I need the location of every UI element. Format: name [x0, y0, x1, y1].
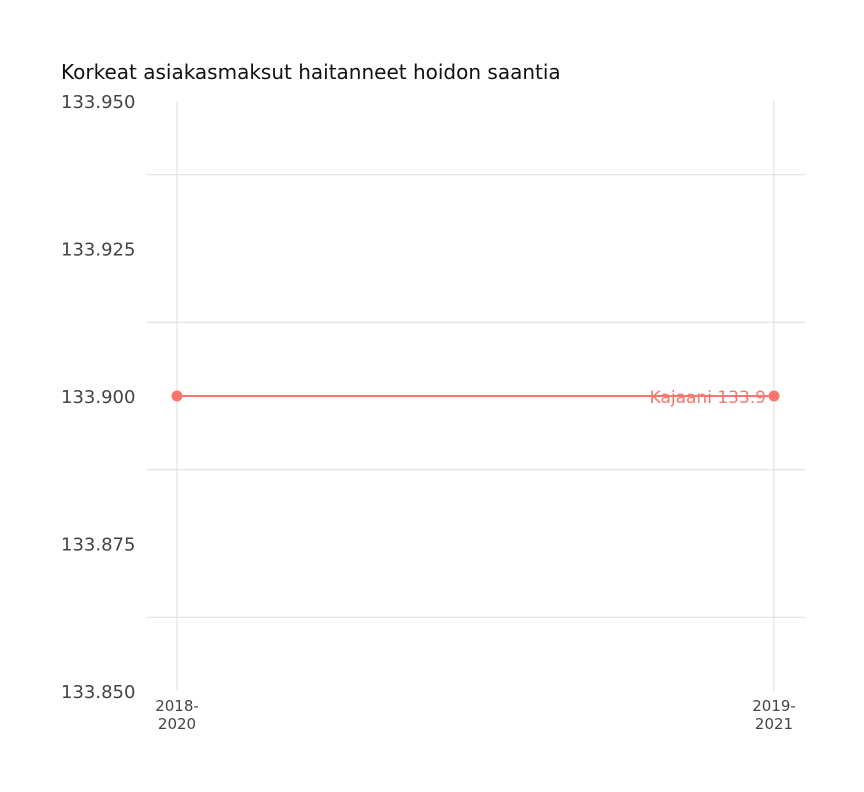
y-tick-label: 133.900 — [61, 387, 135, 408]
series-group: Kajaani 133.9 — [171, 388, 780, 408]
y-tick-label: 133.950 — [61, 92, 135, 113]
data-point — [768, 390, 780, 402]
chart-title: Korkeat asiakasmaksut haitanneet hoidon … — [61, 60, 561, 84]
x-tick-label: 2019-2021 — [752, 697, 796, 733]
x-axis-ticks: 2018-2020 2019-2021 — [155, 697, 796, 733]
series-end-label: Kajaani 133.9 — [650, 388, 766, 408]
y-axis-ticks: 133.850 133.875 133.900 133.925 133.950 — [61, 92, 135, 703]
data-point — [171, 390, 183, 402]
y-tick-label: 133.850 — [61, 682, 135, 703]
y-tick-label: 133.875 — [61, 535, 135, 556]
x-tick-label: 2018-2020 — [155, 697, 199, 733]
y-tick-label: 133.925 — [61, 240, 135, 261]
